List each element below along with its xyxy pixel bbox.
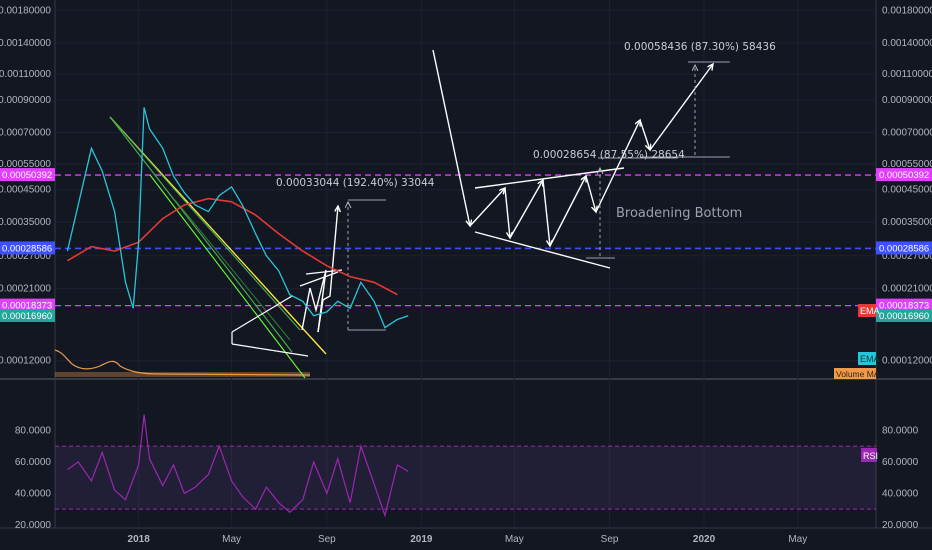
price-tick-left: 0.00035000: [0, 217, 51, 228]
level-tag-bg: [876, 298, 932, 312]
time-tick: Sep: [601, 534, 619, 545]
rsi-tick-left: 80.0000: [15, 425, 52, 436]
time-tick: May: [505, 534, 524, 545]
time-tick: 2019: [410, 534, 433, 545]
level-tag-text: 0.00016960: [2, 311, 52, 322]
price-tick-right: 0.00140000: [882, 38, 932, 49]
broadening-bottom-drawing[interactable]: [432, 49, 730, 269]
rsi-pane[interactable]: [0, 380, 932, 528]
volume-bars: [55, 372, 310, 377]
price-pane[interactable]: [0, 0, 932, 378]
price-tick-left: 0.00012000: [0, 356, 51, 367]
ema-red-tag[interactable]: EMA: [858, 304, 880, 317]
rsi-axis-left[interactable]: 80.0000 60.0000 40.0000 20.0000: [15, 425, 52, 530]
price-tick-right: 0.00180000: [882, 5, 932, 16]
price-line: [66, 107, 409, 329]
time-tick: May: [222, 534, 241, 545]
price-tick-left: 0.00180000: [0, 5, 51, 16]
price-tick-right: 0.00045000: [882, 185, 932, 196]
rsi-tick-left: 20.0000: [15, 520, 52, 531]
rsi-tick-left: 60.0000: [15, 457, 52, 468]
price-tick-left: 0.00140000: [0, 38, 51, 49]
time-tick: Sep: [318, 534, 336, 545]
pattern-label: Broadening Bottom: [616, 206, 742, 221]
level-tag-text: 0.00028586: [2, 243, 52, 254]
svg-text:EMA: EMA: [860, 306, 880, 316]
price-tick-right: 0.00110000: [882, 69, 932, 80]
level-tag-bg: [0, 308, 55, 322]
price-tick-left: 0.00021000: [0, 283, 51, 294]
price-tick-right: 0.00070000: [882, 128, 932, 139]
svg-text:Volume MA: Volume MA: [836, 369, 880, 379]
level-tag-bg: [876, 308, 932, 322]
price-tick-right: 0.00012000: [882, 356, 932, 367]
rsi-tick-right: 40.0000: [882, 488, 919, 499]
level-tag-text: 0.00016960: [879, 311, 929, 322]
rsi-line: [67, 414, 409, 518]
svg-text:EMA: EMA: [860, 354, 880, 364]
time-tick: 2018: [128, 534, 151, 545]
price-tick-left: 0.00110000: [0, 69, 51, 80]
rsi-tick-right: 80.0000: [882, 425, 919, 436]
time-tick: 2020: [693, 534, 716, 545]
level-tag-text: 0.00050392: [879, 170, 929, 181]
level-tag-bg: [876, 241, 932, 255]
volume-ma-tag[interactable]: Volume MA: [834, 368, 880, 379]
price-tick-right: 0.00090000: [882, 95, 932, 106]
time-tick: May: [788, 534, 807, 545]
level-tag-bg: [0, 241, 55, 255]
price-tick-right: 0.00035000: [882, 217, 932, 228]
falling-wedge-drawing[interactable]: [109, 116, 343, 379]
price-tick-left: 0.00070000: [0, 128, 51, 139]
ema-cyan-tag[interactable]: EMA: [858, 352, 880, 365]
level-tag-text: 0.00018373: [2, 301, 52, 312]
price-tick-left: 0.00055000: [0, 159, 51, 170]
rsi-tick-right: 60.0000: [882, 457, 919, 468]
rsi-tick-left: 40.0000: [15, 488, 52, 499]
price-tick-left: 0.00045000: [0, 185, 51, 196]
price-axis-right[interactable]: 0.00180000 0.00140000 0.00110000 0.00090000…: [882, 5, 932, 366]
grid: [55, 0, 876, 528]
level-tag-bg: [876, 168, 932, 182]
price-tick-right: 0.00055000: [882, 159, 932, 170]
price-axis-left[interactable]: 0.00180000 0.00140000 0.00110000 0.00090000…: [0, 5, 51, 366]
level-tag-text: 0.00050392: [2, 170, 52, 181]
rsi-tick-right: 20.0000: [882, 520, 919, 531]
level-tag-bg: [0, 168, 55, 182]
price-tick-left: 0.00027000: [0, 251, 51, 262]
level-tag-text: 0.00018373: [879, 301, 929, 312]
projection-arrows-2019[interactable]: [301, 199, 386, 333]
ema-red-line: [66, 197, 398, 296]
rsi-axis-right[interactable]: 80.0000 60.0000 40.0000 20.0000: [882, 425, 919, 530]
rsi-band-fill: [55, 446, 876, 510]
measure-label-broadening-2: 0.00058436 (87.30%) 58436: [624, 41, 776, 53]
time-axis[interactable]: 2018 May Sep 2019 May Sep 2020 May: [128, 534, 808, 545]
price-tick-right: 0.00021000: [882, 283, 932, 294]
price-level-tags: 0.00050392 0.00050392 0.00028586 0.00028586…: [0, 168, 932, 322]
horizontal-levels: [55, 174, 876, 307]
measure-label-2019: 0.00033044 (192.40%) 33044: [276, 177, 435, 189]
rsi-tag[interactable]: RSI: [861, 448, 878, 462]
level-tag-text: 0.00028586: [879, 243, 929, 254]
price-tick-right: 0.00027000: [882, 251, 932, 262]
level-tag-bg: [0, 298, 55, 312]
measure-label-broadening-1: 0.00028654 (87.55%) 28654: [533, 149, 685, 161]
price-tick-left: 0.00090000: [0, 95, 51, 106]
volume-ma-line: [54, 349, 311, 376]
svg-text:RSI: RSI: [863, 451, 878, 461]
